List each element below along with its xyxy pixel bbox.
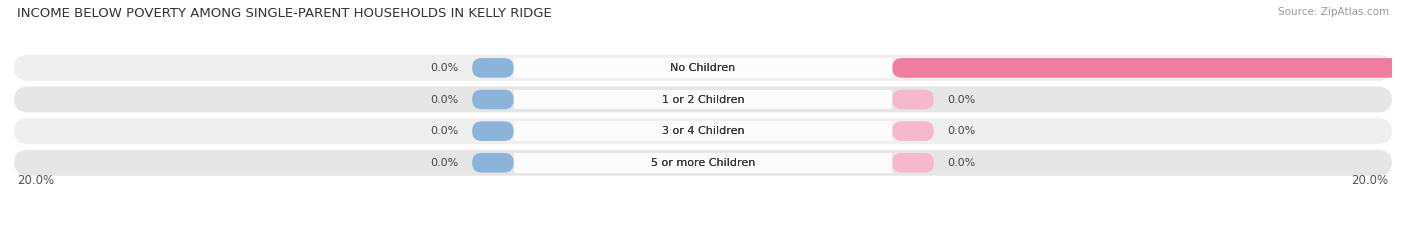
Text: 0.0%: 0.0% [430, 158, 458, 168]
Text: 1 or 2 Children: 1 or 2 Children [662, 95, 744, 105]
FancyBboxPatch shape [14, 55, 1392, 81]
Text: No Children: No Children [671, 63, 735, 73]
Text: 0.0%: 0.0% [948, 158, 976, 168]
Text: Source: ZipAtlas.com: Source: ZipAtlas.com [1278, 7, 1389, 17]
Text: 0.0%: 0.0% [430, 95, 458, 105]
FancyBboxPatch shape [472, 90, 513, 109]
Text: 1 or 2 Children: 1 or 2 Children [662, 95, 744, 105]
Text: 0.0%: 0.0% [948, 95, 976, 105]
Text: 5 or more Children: 5 or more Children [651, 158, 755, 168]
FancyBboxPatch shape [14, 118, 1392, 144]
FancyBboxPatch shape [472, 58, 513, 78]
FancyBboxPatch shape [893, 58, 1406, 78]
Bar [513, 90, 893, 109]
Text: 3 or 4 Children: 3 or 4 Children [662, 126, 744, 136]
Text: 0.0%: 0.0% [948, 126, 976, 136]
Text: 0.0%: 0.0% [430, 63, 458, 73]
FancyBboxPatch shape [893, 153, 934, 173]
Text: 5 or more Children: 5 or more Children [651, 158, 755, 168]
Bar [513, 58, 893, 78]
FancyBboxPatch shape [893, 121, 934, 141]
Text: 20.0%: 20.0% [1351, 174, 1389, 187]
Text: 20.0%: 20.0% [17, 174, 55, 187]
Bar [513, 153, 893, 173]
Bar [513, 121, 893, 141]
Text: INCOME BELOW POVERTY AMONG SINGLE-PARENT HOUSEHOLDS IN KELLY RIDGE: INCOME BELOW POVERTY AMONG SINGLE-PARENT… [17, 7, 551, 20]
FancyBboxPatch shape [14, 86, 1392, 113]
Text: No Children: No Children [671, 63, 735, 73]
FancyBboxPatch shape [893, 90, 934, 109]
FancyBboxPatch shape [14, 150, 1392, 176]
Text: 0.0%: 0.0% [430, 126, 458, 136]
FancyBboxPatch shape [472, 121, 513, 141]
Text: 3 or 4 Children: 3 or 4 Children [662, 126, 744, 136]
FancyBboxPatch shape [472, 153, 513, 173]
